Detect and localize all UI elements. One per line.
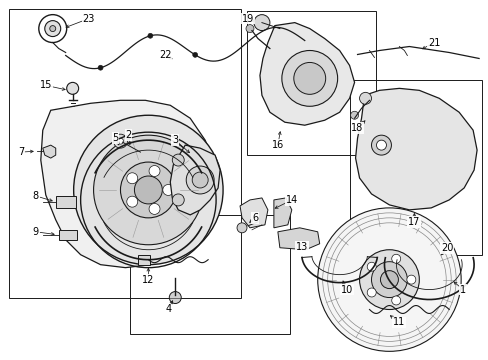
Circle shape <box>245 24 253 32</box>
Text: 5: 5 <box>112 133 119 143</box>
Circle shape <box>172 194 184 206</box>
Text: 7: 7 <box>18 147 24 157</box>
Text: 23: 23 <box>82 14 95 24</box>
Circle shape <box>172 154 184 166</box>
Circle shape <box>359 92 371 104</box>
Circle shape <box>371 262 407 298</box>
Circle shape <box>192 52 197 57</box>
Text: 1: 1 <box>459 284 465 294</box>
Circle shape <box>376 140 386 150</box>
Text: 21: 21 <box>427 37 440 48</box>
Text: 13: 13 <box>295 242 307 252</box>
Text: 9: 9 <box>33 227 39 237</box>
Text: 3: 3 <box>172 135 178 145</box>
Bar <box>59 230 77 240</box>
Circle shape <box>45 21 61 37</box>
Bar <box>9 9 241 298</box>
Circle shape <box>120 162 176 218</box>
Circle shape <box>149 166 160 176</box>
Polygon shape <box>260 23 354 125</box>
Text: 14: 14 <box>285 195 297 205</box>
Circle shape <box>391 254 400 263</box>
Text: 2: 2 <box>125 130 131 140</box>
Text: 20: 20 <box>440 243 452 253</box>
Circle shape <box>371 135 390 155</box>
Circle shape <box>366 288 375 297</box>
Circle shape <box>317 208 460 351</box>
Circle shape <box>380 271 398 289</box>
Circle shape <box>117 138 123 144</box>
Circle shape <box>281 50 337 106</box>
Text: 18: 18 <box>351 123 363 133</box>
Text: 19: 19 <box>242 14 254 24</box>
Circle shape <box>39 15 66 42</box>
Polygon shape <box>41 100 218 268</box>
Polygon shape <box>273 198 291 228</box>
Polygon shape <box>42 145 56 158</box>
Circle shape <box>237 223 246 233</box>
Circle shape <box>169 292 181 303</box>
Circle shape <box>126 173 138 184</box>
Circle shape <box>359 250 419 310</box>
Circle shape <box>50 26 56 32</box>
Circle shape <box>293 62 325 94</box>
Text: 15: 15 <box>40 80 52 90</box>
Bar <box>349 80 481 255</box>
Circle shape <box>163 184 173 195</box>
Circle shape <box>149 203 160 215</box>
Bar <box>138 255 150 265</box>
Text: 17: 17 <box>407 217 420 227</box>
Bar <box>246 11 376 155</box>
Circle shape <box>186 166 214 194</box>
Circle shape <box>126 196 138 207</box>
Text: 8: 8 <box>33 191 39 201</box>
Text: 6: 6 <box>251 213 258 223</box>
Circle shape <box>406 275 415 284</box>
Circle shape <box>350 111 358 119</box>
Bar <box>56 196 76 208</box>
Bar <box>130 215 289 334</box>
Text: 16: 16 <box>271 140 284 150</box>
Polygon shape <box>240 198 267 228</box>
Circle shape <box>113 134 127 148</box>
Polygon shape <box>355 88 476 210</box>
Text: 4: 4 <box>165 305 171 315</box>
Polygon shape <box>170 145 220 215</box>
Circle shape <box>253 15 269 31</box>
Circle shape <box>74 115 223 265</box>
Text: 10: 10 <box>340 284 352 294</box>
Circle shape <box>366 262 375 271</box>
Circle shape <box>134 176 162 204</box>
Circle shape <box>66 82 79 94</box>
Circle shape <box>93 135 203 245</box>
Text: 22: 22 <box>159 50 171 60</box>
Text: 12: 12 <box>142 275 154 285</box>
Circle shape <box>391 296 400 305</box>
Text: 11: 11 <box>392 318 405 328</box>
Circle shape <box>98 65 103 70</box>
Polygon shape <box>277 228 319 250</box>
Circle shape <box>147 33 153 38</box>
Circle shape <box>192 172 208 188</box>
